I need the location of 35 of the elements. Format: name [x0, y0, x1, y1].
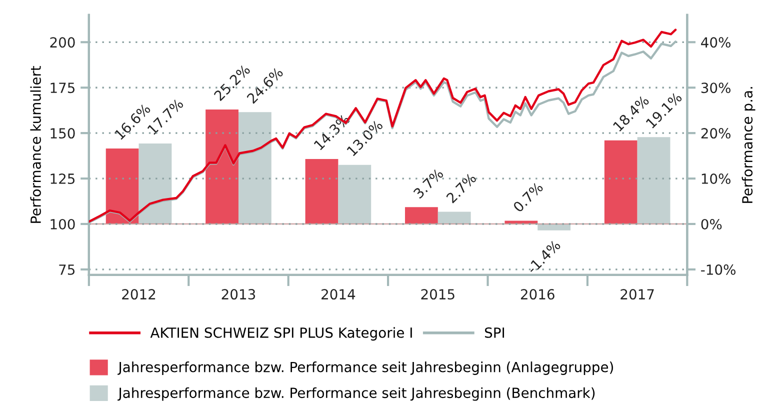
- y2-axis-title: Performance p.a.: [742, 87, 756, 203]
- y-axis-title: Performance kumuliert: [30, 66, 41, 223]
- y-tick-label: 200: [50, 37, 75, 48]
- y2-tick-label: 10%: [702, 174, 730, 184]
- x-tick-label: 2012: [122, 289, 156, 300]
- y2-tick-label: 40%: [701, 37, 730, 48]
- bar: [637, 137, 670, 224]
- y-tick-label: 125: [50, 174, 75, 184]
- y-tick-label: 100: [50, 218, 75, 230]
- bar: [538, 224, 571, 230]
- legend-label: AKTIEN SCHWEIZ SPI PLUS Kategorie I: [150, 327, 412, 341]
- bar: [206, 109, 238, 224]
- bar: [305, 158, 338, 224]
- legend-label: Jahresperformance bzw. Performance seit Jahresbeginn (Anlagegruppe): [118, 362, 614, 375]
- y2-tick-label: 0%: [701, 218, 722, 230]
- y-tick-label: 150: [50, 128, 75, 139]
- y-tick-label: 175: [50, 82, 75, 94]
- y2-tick-label: -10%: [701, 264, 736, 275]
- bar: [106, 148, 139, 224]
- y-tick-label: 75: [59, 264, 75, 275]
- legend-label: Jahresperformance bzw. Performance seit Jahresbeginn (Benchmark): [118, 387, 595, 401]
- x-tick-label: 2013: [222, 289, 256, 300]
- bar: [238, 112, 272, 224]
- x-tick-label: 2014: [322, 289, 356, 300]
- bar: [405, 207, 438, 224]
- y2-tick-label: 20%: [701, 128, 730, 139]
- x-tick-label: 2017: [620, 289, 654, 300]
- x-tick-label: 2015: [421, 289, 454, 300]
- bar: [604, 140, 638, 224]
- x-tick-label: 2016: [520, 289, 554, 300]
- y2-tick-label: 30%: [701, 82, 730, 94]
- legend-label: SPI: [484, 327, 504, 338]
- bar: [338, 164, 372, 224]
- bar: [438, 212, 471, 224]
- bar: [138, 144, 172, 224]
